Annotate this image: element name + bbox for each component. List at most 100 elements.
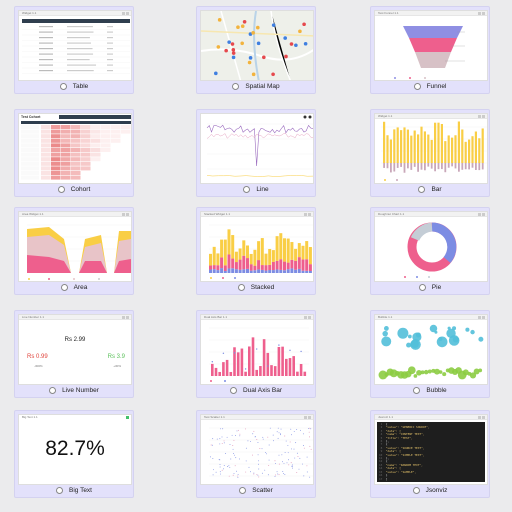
chart-card-table[interactable]: Widget 1.1 Table: [14, 6, 134, 94]
cohort-cell: [41, 125, 51, 129]
stacked-segment: [301, 245, 305, 260]
bar-negative: [407, 163, 409, 169]
card-label: Live Number: [62, 386, 99, 394]
scatter-point: [233, 472, 235, 474]
stacked-segment: [294, 260, 298, 270]
chart-card-dual-axis-bar[interactable]: Dual Axis Bar 1.1 Dual Axis Bar: [196, 310, 316, 398]
select-radio[interactable]: [239, 486, 247, 494]
chart-card-pie[interactable]: Doughnut Chart 1.1 Pie: [370, 207, 490, 295]
bar: [430, 139, 433, 163]
chart-card-scatter[interactable]: Test Scatter 1.1 Scatter: [196, 410, 316, 498]
stacked-segment: [246, 245, 249, 259]
bar: [423, 131, 426, 163]
live-right-sub: +30%: [113, 364, 121, 368]
scatter-point: [226, 436, 228, 438]
cohort-cell: [81, 129, 91, 134]
select-radio[interactable]: [57, 185, 65, 193]
select-radio[interactable]: [229, 386, 237, 394]
table-cell: [67, 70, 94, 72]
scatter-point: [274, 460, 276, 462]
select-radio[interactable]: [55, 486, 63, 494]
stacked-segment: [253, 265, 257, 271]
scatter-point: [219, 443, 221, 445]
stacked-segment: [264, 253, 268, 266]
bar: [451, 137, 454, 163]
cohort-cell: [51, 129, 61, 134]
cohort-cell: [41, 152, 51, 157]
stacked-segment: [268, 264, 272, 271]
bar-negative: [451, 163, 453, 167]
chart-card-jsonviz[interactable]: Jsonviz 1.1 1 { 2 "value": "GENERIC SOUR…: [370, 410, 490, 498]
cohort-cell: [91, 157, 101, 162]
select-radio[interactable]: [49, 386, 57, 394]
scatter-point: [256, 439, 258, 440]
scatter-point: [250, 471, 251, 473]
bubble-green: [378, 370, 388, 380]
scatter-point: [218, 458, 220, 460]
dual-axis-preview: Dual Axis Bar 1.1: [200, 314, 314, 385]
scatter-point: [282, 461, 283, 463]
chart-card-big-text[interactable]: Big Text 1.1 82.7% Big Text: [14, 410, 134, 498]
cohort-row-label: [21, 125, 39, 129]
chart-card-funnel[interactable]: Test Funnel 1.1 Funnel: [370, 6, 490, 94]
bar-negative: [413, 163, 416, 167]
stacked-segment: [216, 265, 220, 271]
map-pin: [251, 72, 256, 77]
chart-card-cohort[interactable]: Test Cohort Cohort: [14, 109, 134, 197]
funnel-preview: Test Funnel 1.1: [374, 10, 488, 81]
chart-card-live-number[interactable]: Live Number 1.1 Rs 2.99 Rs 0.99 -300% Rs…: [14, 310, 134, 398]
chart-card-line[interactable]: Line: [196, 109, 316, 197]
select-radio[interactable]: [243, 185, 251, 193]
select-radio[interactable]: [412, 486, 420, 494]
map-pin: [231, 51, 236, 55]
cohort-cell: [41, 175, 51, 180]
chart-card-bar[interactable]: Widget 1.1 Bar: [370, 109, 490, 197]
stacked-segment: [275, 269, 279, 273]
scatter-point: [223, 440, 225, 442]
chart-card-stacked[interactable]: Stacked Widget 1.1 Stacked: [196, 207, 316, 295]
cohort-cell: [71, 138, 81, 143]
dual-bar: [218, 371, 221, 376]
cohort-cell: [111, 129, 121, 134]
dual-bar: [229, 371, 233, 376]
bar: [461, 129, 464, 163]
select-radio[interactable]: [59, 82, 67, 90]
scatter-point: [267, 474, 269, 476]
select-radio[interactable]: [237, 283, 245, 291]
select-radio[interactable]: [418, 283, 426, 291]
dual-bar: [211, 363, 214, 376]
scatter-point: [212, 469, 214, 471]
scatter-point: [262, 438, 264, 440]
select-radio[interactable]: [413, 82, 421, 90]
bubble-blue: [465, 327, 470, 332]
select-radio[interactable]: [413, 386, 421, 394]
json-line-number: 5: [379, 435, 386, 440]
chart-card-spatial-map[interactable]: Spatial Map: [196, 6, 316, 94]
scatter-point: [216, 438, 218, 440]
select-radio[interactable]: [60, 283, 68, 291]
chart-card-area[interactable]: Area Widget 1.1 Area: [14, 207, 134, 295]
select-radio[interactable]: [418, 185, 426, 193]
cohort-cell: [51, 134, 61, 139]
bar: [389, 139, 392, 163]
card-label: Pie: [431, 283, 442, 291]
bar: [400, 130, 403, 163]
scatter-point: [296, 452, 298, 454]
chart-card-bubble[interactable]: Bubble 1.1 Bubble: [370, 310, 490, 398]
cohort-cell: [81, 125, 91, 129]
select-radio[interactable]: [232, 82, 240, 90]
json-line: 17 ]: [379, 476, 388, 481]
stacked-segment: [308, 270, 312, 273]
table-cell: [67, 48, 93, 50]
cohort-cell: [81, 138, 91, 143]
cohort-cell: [81, 143, 91, 148]
bar-negative: [478, 163, 481, 171]
scatter-point: [267, 436, 269, 438]
table-cell: [39, 31, 53, 33]
dual-bar: [248, 346, 251, 376]
cohort-cell: [51, 152, 61, 157]
card-label: Dual Axis Bar: [242, 386, 283, 394]
json-line: 10 "value": "SIMPLE TEXT",: [379, 452, 425, 457]
stacked-segment: [297, 268, 301, 273]
bubble-preview: Bubble 1.1: [374, 314, 488, 385]
